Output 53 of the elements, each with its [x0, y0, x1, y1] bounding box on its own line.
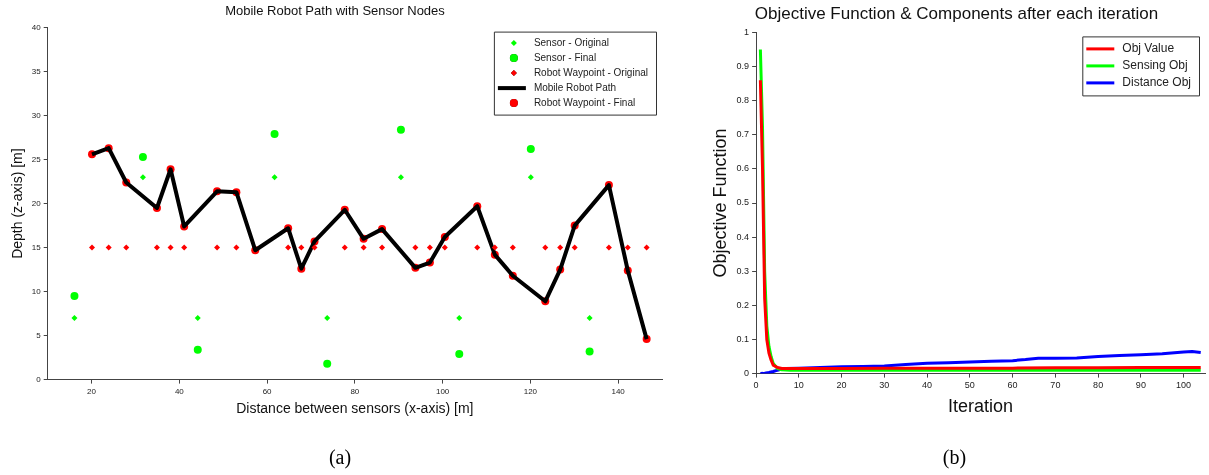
- y-tick-label: 0.9: [736, 61, 750, 71]
- chart-title: Mobile Robot Path with Sensor Nodes: [225, 3, 446, 19]
- y-tick-label: 10: [31, 286, 42, 296]
- chart-title: Objective Function & Components after each iteration: [754, 3, 1159, 23]
- legend-label: Sensor - Original: [533, 36, 609, 48]
- legend-label: Distance Obj: [1122, 75, 1192, 90]
- y-tick-label: 1: [744, 26, 750, 37]
- x-tick-label: 80: [1093, 380, 1104, 391]
- legend-label: Sensor - Final: [533, 51, 597, 63]
- y-tick-label: 0: [744, 368, 750, 379]
- y-tick-label: 25: [31, 154, 42, 164]
- x-tick-label: 120: [523, 386, 538, 396]
- x-axis-title: Iteration: [948, 396, 1014, 417]
- x-axis-title: Distance between sensors (x-axis) [m]: [236, 400, 474, 417]
- legend-label: Obj Value: [1122, 41, 1175, 56]
- x-tick-label: 140: [611, 386, 626, 396]
- legend-label: Robot Waypoint - Final: [533, 96, 636, 108]
- x-tick-label: 10: [793, 380, 804, 391]
- y-tick-label: 15: [31, 242, 42, 252]
- x-tick-label: 90: [1135, 380, 1146, 391]
- x-tick-label: 60: [262, 386, 273, 396]
- x-tick-label: 70: [1050, 380, 1061, 391]
- y-tick-label: 0.3: [736, 265, 750, 276]
- y-tick-label: 0.8: [736, 95, 750, 106]
- text: (b): [941, 446, 968, 469]
- y-tick-label: 30: [31, 110, 42, 120]
- y-tick-label: 5: [36, 330, 42, 340]
- y-tick-label: 0.2: [736, 299, 750, 310]
- legend-label: Robot Waypoint - Original: [533, 66, 648, 78]
- y-axis-title: Depth (z-axis) [m]: [9, 148, 26, 259]
- x-tick-label: 20: [87, 386, 97, 396]
- x-tick-label: 60: [1007, 380, 1018, 391]
- x-tick-label: 20: [836, 380, 847, 391]
- x-tick-label: 50: [964, 380, 975, 391]
- x-tick-label: 40: [922, 380, 933, 391]
- y-tick-label: 0.6: [736, 163, 750, 174]
- legend-label: Mobile Robot Path: [533, 81, 617, 93]
- y-axis-title: Objective Function: [709, 128, 730, 278]
- legend-label: Sensing Obj: [1122, 58, 1188, 73]
- y-tick-label: 0.5: [736, 197, 750, 208]
- x-tick-label: 80: [350, 386, 360, 396]
- y-tick-label: 0.4: [736, 231, 750, 242]
- y-tick-label: 0.1: [736, 333, 750, 344]
- y-tick-label: 20: [31, 198, 42, 208]
- x-tick-label: 100: [435, 386, 450, 396]
- y-tick-label: 40: [31, 22, 42, 32]
- x-tick-label: 40: [174, 386, 185, 396]
- y-tick-label: 0.7: [736, 129, 750, 140]
- x-tick-label: 100: [1176, 380, 1192, 391]
- x-tick-label: 30: [879, 380, 890, 391]
- y-tick-label: 35: [31, 66, 42, 76]
- x-tick-label: 0: [753, 380, 759, 391]
- text: (a): [327, 446, 353, 469]
